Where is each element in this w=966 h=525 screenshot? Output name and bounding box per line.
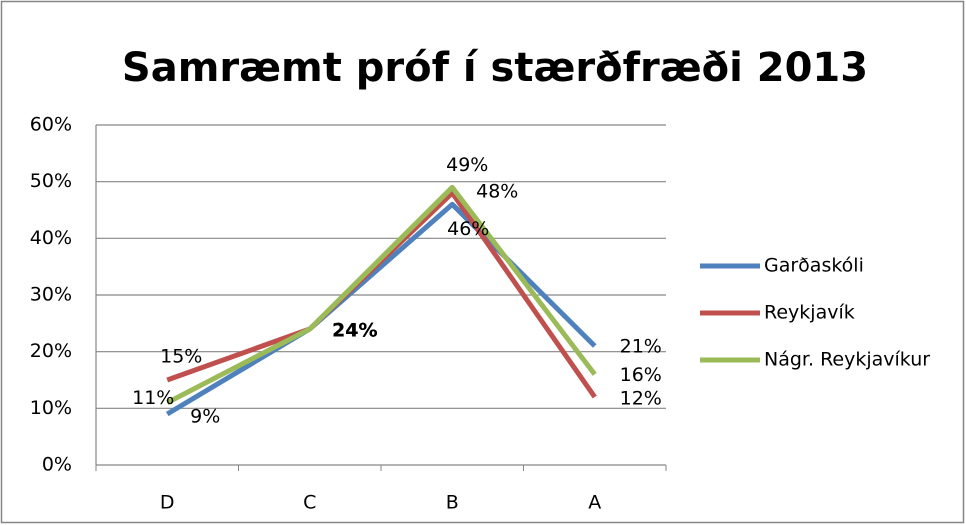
y-tick-label: 50%	[30, 170, 72, 192]
y-tick-label: 30%	[30, 284, 72, 306]
data-label: 16%	[620, 364, 662, 386]
data-label: 12%	[620, 388, 662, 410]
legend-label: Garðaskóli	[764, 255, 864, 277]
y-tick-label: 60%	[30, 114, 72, 136]
y-tick-label: 0%	[42, 454, 72, 476]
y-tick-label: 40%	[30, 227, 72, 249]
series-line	[166, 184, 597, 405]
x-tick-label: B	[446, 492, 459, 514]
x-tick-label: D	[160, 492, 175, 514]
x-tick-label: C	[303, 492, 316, 514]
data-label: 46%	[447, 218, 489, 240]
data-label: 9%	[190, 406, 220, 428]
data-label: 15%	[160, 346, 202, 368]
x-tick-label: A	[588, 492, 601, 514]
data-label: 49%	[446, 154, 488, 176]
series-line	[165, 201, 597, 417]
y-tick-label: 10%	[30, 397, 72, 419]
legend-label: Nágr. Reykjavíkur	[764, 349, 930, 371]
data-label: 21%	[620, 336, 662, 358]
data-label: 48%	[476, 181, 518, 203]
data-label: 24%	[332, 320, 377, 342]
data-label: 24%	[332, 320, 377, 342]
legend-label: Reykjavík	[764, 302, 855, 324]
data-label: 11%	[132, 387, 174, 409]
data-label: 24%	[332, 320, 377, 342]
y-tick-label: 20%	[30, 340, 72, 362]
chart-title: Samræmt próf í stærðfræði 2013	[122, 45, 868, 91]
